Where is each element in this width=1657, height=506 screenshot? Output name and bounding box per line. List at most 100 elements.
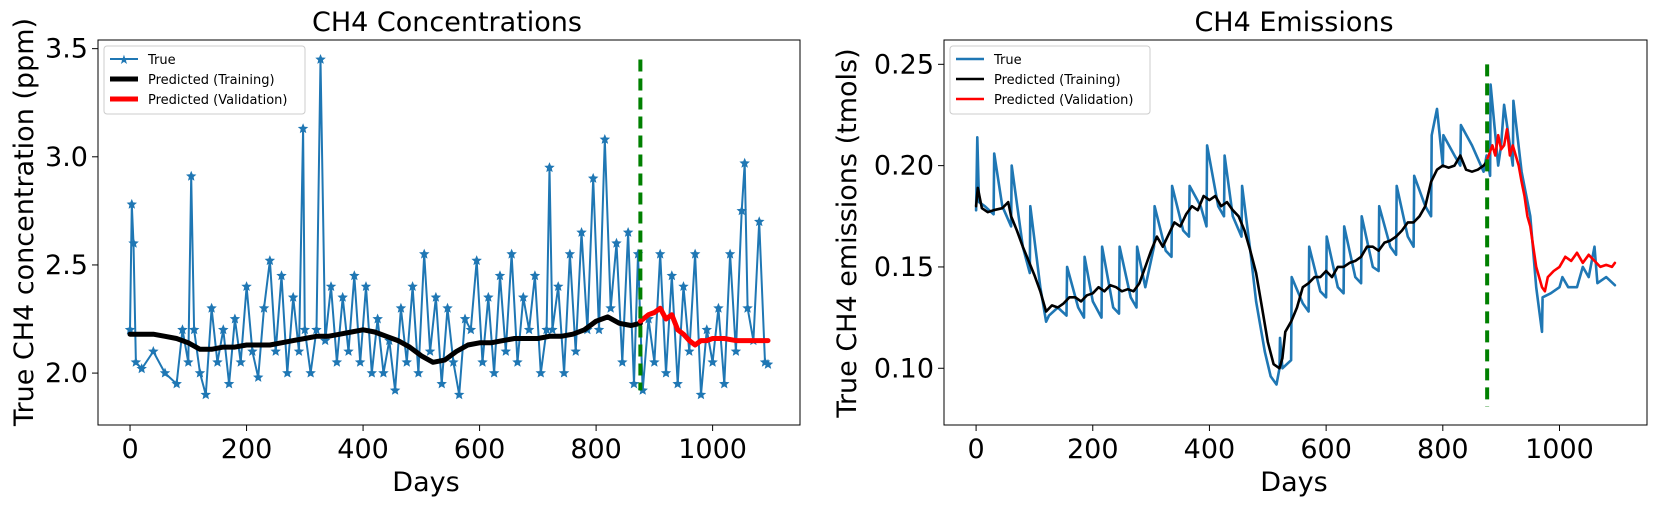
data-point-marker (315, 54, 326, 64)
data-point-marker (465, 324, 477, 335)
data-point-marker (253, 371, 264, 382)
data-point-marker (293, 346, 305, 356)
x-tick-label: 600 (454, 434, 506, 465)
data-point-marker (570, 346, 581, 356)
data-point-marker (762, 358, 774, 369)
series-line-predicted-training (974, 154, 1489, 370)
data-point-marker (689, 248, 701, 259)
data-point-marker (701, 324, 712, 335)
legend-entry-predicted-validation: Predicted (Validation) (110, 93, 288, 108)
data-point-marker (130, 356, 142, 367)
data-point-marker (223, 378, 235, 389)
series-line-true (974, 83, 1617, 386)
data-point-marker (276, 270, 287, 281)
x-tick-label: 200 (1067, 434, 1119, 465)
legend: ★ True Predicted (Training) Predicted (V… (103, 45, 306, 115)
data-point-marker (148, 346, 159, 356)
data-point-marker (188, 324, 200, 335)
data-point-marker (553, 281, 564, 291)
data-point-marker (483, 291, 494, 302)
chart-title: CH4 Emissions (1194, 7, 1393, 38)
data-point-marker (736, 205, 747, 216)
data-point-marker (576, 227, 587, 237)
y-tick-label: 0.10 (874, 353, 934, 384)
plot-frame (97, 39, 801, 426)
data-point-marker (724, 248, 736, 259)
y-tick-label: 0.25 (874, 49, 934, 80)
data-point-marker (194, 367, 206, 378)
data-point-marker (424, 346, 436, 356)
data-point-marker (529, 270, 541, 281)
data-point-marker (739, 157, 750, 168)
legend-star-marker: ★ (118, 53, 130, 68)
data-point-marker (547, 324, 558, 335)
data-point-marker (287, 291, 299, 302)
data-point-marker (541, 324, 552, 335)
y-axis-label: True CH4 concentration (ppm) (9, 18, 40, 427)
data-point-marker (331, 356, 343, 367)
data-point-marker (713, 302, 724, 313)
y-tick-label: 2.5 (45, 250, 88, 281)
data-point-marker (643, 313, 654, 324)
legend-entry-true: ★ True (110, 53, 176, 68)
data-point-marker (305, 367, 316, 378)
data-point-marker (742, 302, 753, 313)
y-tick-label: 3.5 (45, 34, 88, 65)
data-point-marker (349, 270, 360, 281)
data-point-marker (407, 281, 418, 291)
data-point-marker (512, 356, 523, 367)
y-tick-label: 0.20 (874, 151, 934, 182)
data-point-marker (564, 248, 576, 259)
legend-entry-predicted-training: Predicted (Training) (110, 73, 275, 88)
data-point-marker (599, 134, 611, 144)
data-point-marker (343, 346, 354, 356)
data-point-marker (588, 172, 599, 183)
data-point-marker (401, 356, 412, 367)
data-point-marker (229, 313, 241, 324)
data-point-marker (235, 356, 246, 367)
plot-frame (943, 39, 1648, 426)
data-point-marker (707, 356, 718, 367)
data-point-marker (459, 313, 471, 324)
x-tick-label: 800 (1417, 434, 1469, 465)
data-point-marker (558, 367, 570, 378)
data-point-marker (299, 324, 310, 335)
data-point-marker (354, 356, 366, 367)
data-point-marker (264, 255, 276, 266)
data-point-marker (622, 227, 634, 237)
x-tick-label: 0 (121, 434, 138, 465)
data-point-marker (593, 324, 605, 335)
data-point-marker (413, 367, 424, 378)
x-tick-label: 1000 (678, 434, 747, 465)
data-point-marker (212, 356, 223, 367)
chart-title: CH4 Concentrations (312, 7, 582, 38)
legend-label: Predicted (Validation) (148, 93, 288, 108)
legend-label: Predicted (Training) (148, 73, 275, 88)
data-point-marker (730, 346, 742, 356)
data-point-marker (389, 384, 401, 395)
x-tick-label: 600 (1300, 434, 1352, 465)
x-axis-label: Days (1260, 467, 1327, 498)
data-point-marker (660, 367, 672, 378)
data-point-marker (159, 367, 171, 378)
data-point-marker (430, 291, 442, 302)
data-point-marker (128, 237, 139, 248)
data-point-marker (448, 356, 459, 367)
data-point-marker (419, 248, 430, 259)
legend-entry-true: True (956, 53, 1022, 68)
data-point-marker (611, 237, 622, 248)
data-point-marker (500, 346, 511, 356)
data-point-marker (754, 216, 765, 227)
data-point-marker (177, 324, 188, 335)
data-point-marker (372, 313, 383, 324)
data-point-marker (477, 356, 488, 367)
data-point-marker (337, 291, 348, 302)
legend-entry-predicted-validation: Predicted (Validation) (956, 93, 1134, 108)
data-point-marker (241, 281, 252, 291)
legend-label: Predicted (Training) (994, 73, 1121, 88)
chart-ch4-emissions: CH4 Emissions True CH4 emissions (tmols)… (832, 7, 1648, 498)
data-point-marker (206, 302, 217, 313)
data-point-marker (126, 198, 137, 209)
data-point-marker (494, 270, 506, 281)
